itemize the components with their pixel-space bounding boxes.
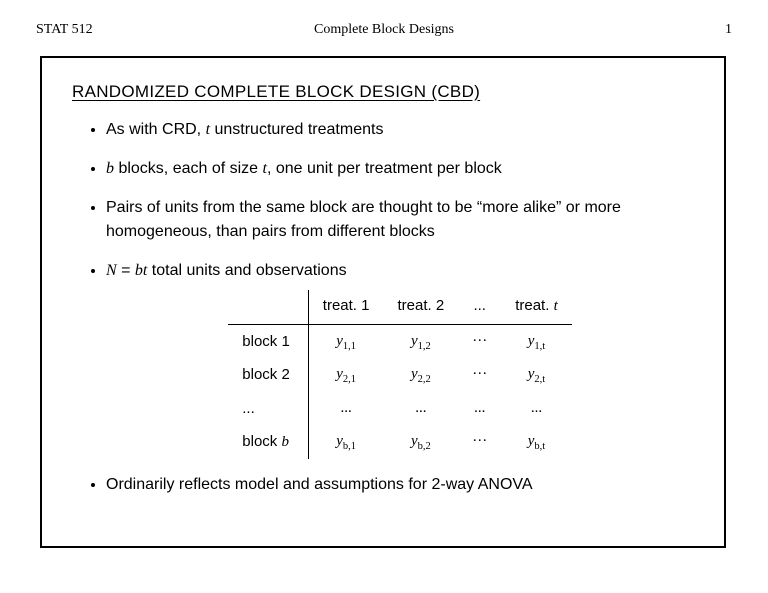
cell-2-4: y2,t [501,358,572,391]
cell-3-3: ... [458,392,501,425]
table-row: block b yb,1 yb,2 ··· yb,t [228,425,571,459]
bullet-1-text-b: unstructured treatments [210,121,383,138]
sub2t: 2,t [534,374,545,385]
cell-1-3: ··· [458,325,501,359]
y21: y [336,366,343,382]
col-label-4: treat. t [501,290,572,325]
cell-2-3: ··· [458,358,501,391]
subbt: b,t [534,441,545,452]
bullet-5: Ordinarily reflects model and assumption… [106,473,694,498]
yb1: y [336,433,343,449]
cell-1-2: y1,2 [384,325,459,359]
bullet-2: b blocks, each of size t, one unit per t… [106,157,694,182]
col-label-1: treat. 1 [308,290,383,325]
col-label-4-prefix: treat. [515,297,553,314]
col-label-4-t: t [554,298,558,314]
bullet-4-text: total units and observations [147,262,346,279]
y22: y [411,366,418,382]
y11: y [336,333,343,349]
table-header-row: treat. 1 treat. 2 ... treat. t [228,290,571,325]
table-row: block 1 y1,1 y1,2 ··· y1,t [228,325,571,359]
col-label-2: treat. 2 [384,290,459,325]
sub21: 2,1 [343,374,356,385]
cell-3-1: ... [308,392,383,425]
subb1-inner: b,1 [343,441,356,452]
block-table: treat. 1 treat. 2 ... treat. t block 1 y… [228,290,571,459]
bullet-list: As with CRD, t unstructured treatments b… [72,118,694,498]
cell-3-4: ... [501,392,572,425]
bullet-2-text-a: blocks, each of size [114,160,263,177]
slide-frame: RANDOMIZED COMPLETE BLOCK DESIGN (CBD) A… [40,56,726,548]
cell-b-2: yb,2 [384,425,459,459]
cell-2-2: y2,2 [384,358,459,391]
cell-1-4: y1,t [501,325,572,359]
bullet-1: As with CRD, t unstructured treatments [106,118,694,143]
yb2: y [411,433,418,449]
math-b: b [106,160,114,177]
cell-b-3: ··· [458,425,501,459]
row-label-4: block b [228,425,308,459]
sub1t-inner: 1,t [534,341,545,352]
math-N: N [106,262,117,279]
bullet-3: Pairs of units from the same block are t… [106,196,694,246]
row-label-2: block 2 [228,358,308,391]
row-label-1: block 1 [228,325,308,359]
subb2: b,2 [418,441,431,452]
math-eq: = [117,262,135,279]
row-label-4-b: b [281,434,289,450]
subb2-inner: b,2 [418,441,431,452]
subb1: b,1 [343,441,356,452]
y12: y [411,333,418,349]
cell-b-1: yb,1 [308,425,383,459]
header-right: 1 [725,22,732,38]
cell-3-2: ... [384,392,459,425]
sub12: 1,2 [418,341,431,352]
bullet-3-text: Pairs of units from the same block are t… [106,199,621,241]
cell-b-4: yb,t [501,425,572,459]
cell-1-1: y1,1 [308,325,383,359]
bullet-4: N = bt total units and observations trea… [106,259,694,459]
row-label-3: ... [228,392,308,425]
subbt-inner: b,t [534,441,545,452]
cell-2-1: y2,1 [308,358,383,391]
slide-title: RANDOMIZED COMPLETE BLOCK DESIGN (CBD) [72,82,694,102]
table-corner [228,290,308,325]
sub11: 1,1 [343,341,356,352]
sub2t-inner: 2,t [534,374,545,385]
bullet-1-text-a: As with CRD, [106,121,206,138]
bullet-5-text: Ordinarily reflects model and assumption… [106,476,533,493]
sub22: 2,2 [418,374,431,385]
col-label-3: ... [458,290,501,325]
table-row: block 2 y2,1 y2,2 ··· y2,t [228,358,571,391]
math-bt: bt [135,262,147,279]
row-label-4-prefix: block [242,433,281,450]
table-row: ... ... ... ... ... [228,392,571,425]
bullet-2-text-b: , one unit per treatment per block [267,160,502,177]
sub1t: 1,t [534,341,545,352]
header-center: Complete Block Designs [0,22,768,38]
